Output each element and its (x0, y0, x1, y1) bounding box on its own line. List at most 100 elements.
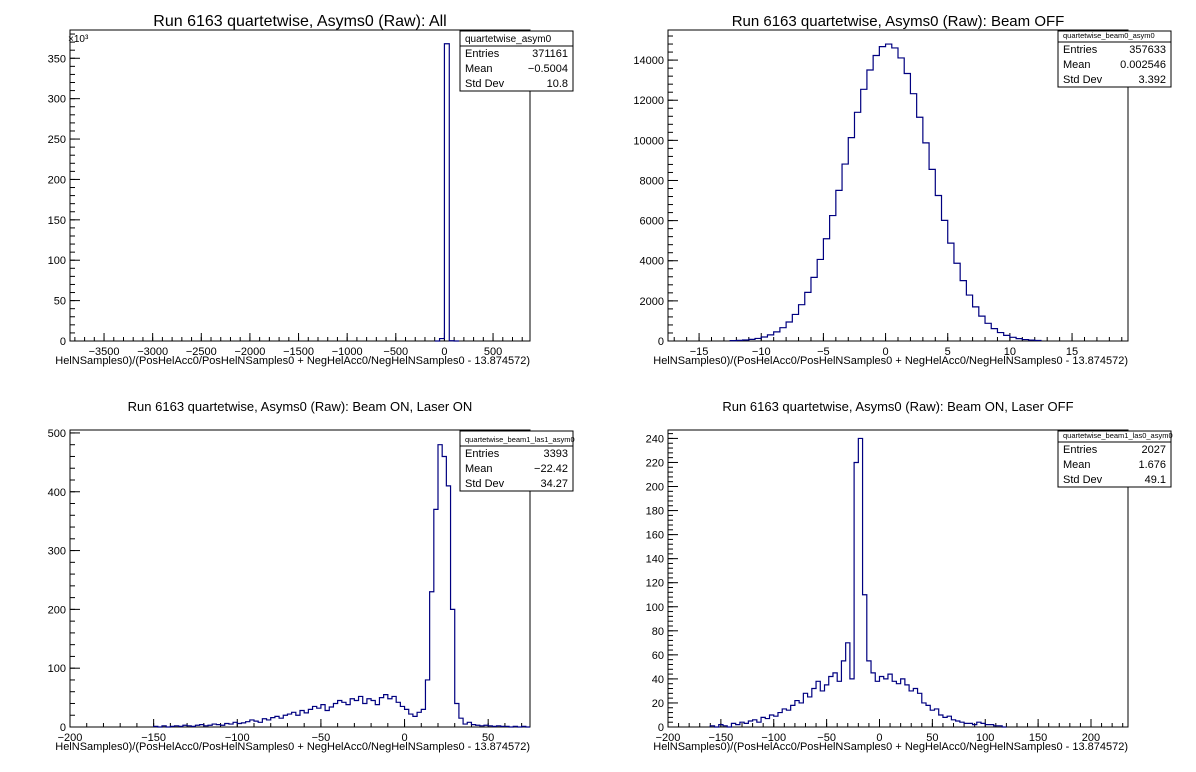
stats-row-label: Std Dev (465, 478, 505, 490)
y-tick-label: 60 (652, 650, 664, 662)
stats-box: quartetwise_beam1_las0_asym0 Entries 2027 M… (1057, 430, 1173, 488)
x-tick-label: −1500 (283, 346, 314, 358)
stats-row-value: 49.1 (1145, 474, 1166, 486)
y-tick-label: 12000 (633, 95, 664, 107)
y-tick-label: 0 (658, 336, 664, 348)
stats-row-value: 371161 (532, 48, 568, 60)
y-tick-label: 220 (646, 457, 664, 469)
x-axis-label: HelNSamples0)/(PosHelAcc0/PosHelNSamples… (55, 741, 530, 753)
x-tick-label: 0 (876, 732, 882, 744)
x-tick-label: 0 (441, 346, 447, 358)
stats-box-frame (459, 430, 574, 492)
x-tick-label: −100 (225, 732, 250, 744)
x-axis-label: HelNSamples0)/(PosHelAcc0/PosHelNSamples… (653, 355, 1128, 367)
y-tick-label: 300 (48, 94, 66, 106)
x-axis-label: HelNSamples0)/(PosHelAcc0/PosHelNSamples… (55, 355, 530, 367)
y-tick-label: 500 (48, 428, 66, 440)
x-tick-label: −150 (708, 732, 733, 744)
histogram-panel-1: Run 6163 quartetwise, Asyms0 (Raw): All −… (48, 13, 574, 367)
stats-box-title: quartetwise_asym0 (465, 34, 552, 45)
y-tick-label: 150 (48, 215, 66, 227)
y-tick-label: 200 (48, 174, 66, 186)
y-tick-label: 100 (48, 663, 66, 675)
histogram-series (434, 43, 460, 342)
x-tick-label: −200 (656, 732, 681, 744)
x-tick-label: −200 (58, 732, 83, 744)
x-tick-label: −2500 (186, 346, 217, 358)
y-tick-label: 50 (54, 296, 66, 308)
y-tick-label: 14000 (633, 55, 664, 67)
x-tick-label: 15 (1066, 346, 1078, 358)
y-tick-label: 80 (652, 626, 664, 638)
stats-row-value: 3.392 (1138, 74, 1166, 86)
stats-row-value: 10.8 (547, 78, 568, 90)
stats-box-title: quartetwise_beam0_asym0 (1063, 31, 1155, 40)
stats-row-value: 3393 (544, 448, 568, 460)
y-tick-label: 4000 (640, 256, 664, 268)
y-tick-label: 240 (646, 433, 664, 445)
y-tick-label: 0 (60, 722, 66, 734)
x-tick-label: −3500 (89, 346, 120, 358)
stats-row-label: Entries (465, 48, 500, 60)
stats-row-label: Entries (1063, 44, 1098, 56)
stats-box-frame (459, 30, 574, 92)
y-tick-label: 250 (48, 134, 66, 146)
stats-row-label: Mean (1063, 459, 1091, 471)
x-tick-label: −5 (817, 346, 830, 358)
x-tick-label: −15 (690, 346, 709, 358)
y-tick-label: 0 (60, 336, 66, 348)
stats-box: quartetwise_beam1_las1_asym0 Entries 3393 M… (459, 430, 575, 492)
y-tick-label: 180 (646, 506, 664, 518)
x-tick-label: 50 (926, 732, 938, 744)
stats-box-title: quartetwise_beam1_las0_asym0 (1063, 431, 1173, 440)
y-tick-label: 20 (652, 698, 664, 710)
x-axis-label: HelNSamples0)/(PosHelAcc0/PosHelNSamples… (653, 741, 1128, 753)
x-tick-label: 150 (1029, 732, 1047, 744)
x-tick-label: 200 (1082, 732, 1100, 744)
stats-row-label: Mean (465, 463, 493, 475)
y-tick-label: 160 (646, 530, 664, 542)
x-tick-label: 50 (482, 732, 494, 744)
y-tick-label: 200 (646, 482, 664, 494)
x-tick-label: −50 (312, 732, 331, 744)
x-tick-label: −10 (752, 346, 771, 358)
x-tick-label: −500 (383, 346, 408, 358)
stats-box: quartetwise_asym0 Entries 371161 Mean −0.500… (459, 30, 574, 92)
y-tick-label: 120 (646, 578, 664, 590)
stats-row-label: Entries (465, 448, 500, 460)
stats-row-value: 0.002546 (1120, 59, 1166, 71)
y-tick-label: 6000 (640, 216, 664, 228)
stats-row-value: −22.42 (534, 463, 568, 475)
x-tick-label: −100 (761, 732, 786, 744)
x-tick-label: 5 (945, 346, 951, 358)
y-tick-label: 200 (48, 604, 66, 616)
histogram-series (729, 43, 1042, 342)
panel-title: Run 6163 quartetwise, Asyms0 (Raw): Beam… (128, 399, 473, 414)
y-tick-label: 2000 (640, 296, 664, 308)
y-tick-label: 300 (48, 546, 66, 558)
panel-title: Run 6163 quartetwise, Asyms0 (Raw): Beam… (722, 399, 1073, 414)
y-multiplier-label: ×10³ (68, 34, 89, 45)
y-tick-label: 100 (48, 255, 66, 267)
histogram-series (709, 437, 1007, 728)
x-tick-label: 500 (484, 346, 502, 358)
histogram-panel-3: Run 6163 quartetwise, Asyms0 (Raw): Beam… (48, 399, 575, 753)
histogram-panel-2: Run 6163 quartetwise, Asyms0 (Raw): Beam… (633, 13, 1172, 367)
stats-row-label: Mean (1063, 59, 1091, 71)
stats-row-value: 34.27 (540, 478, 568, 490)
y-tick-label: 140 (646, 554, 664, 566)
x-tick-label: 0 (401, 732, 407, 744)
y-tick-label: 8000 (640, 175, 664, 187)
stats-row-label: Std Dev (465, 78, 505, 90)
plot-frame (69, 429, 531, 728)
panel-title: Run 6163 quartetwise, Asyms0 (Raw): Beam… (732, 13, 1065, 30)
y-tick-label: 40 (652, 674, 664, 686)
stats-row-label: Mean (465, 63, 493, 75)
stats-row-label: Entries (1063, 444, 1098, 456)
x-tick-label: 10 (1004, 346, 1016, 358)
stats-box-frame (1057, 30, 1172, 88)
y-tick-label: 350 (48, 53, 66, 65)
stats-row-value: −0.5004 (528, 63, 568, 75)
y-tick-label: 10000 (633, 135, 664, 147)
